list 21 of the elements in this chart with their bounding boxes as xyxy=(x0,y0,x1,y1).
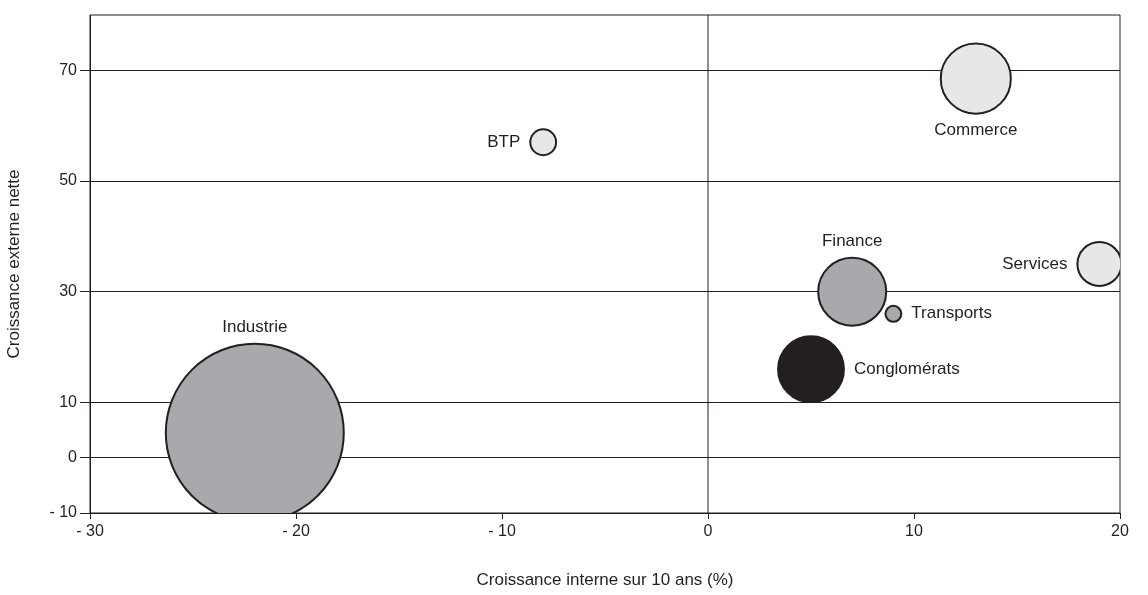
series-label: Industrie xyxy=(222,316,288,336)
series-label: Conglomérats xyxy=(853,358,960,378)
x-tick-label: - 30 xyxy=(76,522,104,540)
series-label: Transports xyxy=(911,303,992,323)
series-label: Commerce xyxy=(934,119,1018,139)
y-tick-label: 0 xyxy=(68,448,78,466)
x-tick-label: 10 xyxy=(905,522,923,540)
x-tick-label: - 10 xyxy=(488,522,516,540)
y-tick-label: 70 xyxy=(59,60,78,78)
y-tick-label: - 10 xyxy=(49,503,78,521)
x-tick-label: - 20 xyxy=(282,522,310,540)
x-tick-label: 20 xyxy=(1111,522,1129,540)
x-tick-label: 0 xyxy=(703,522,713,540)
y-tick-label: 30 xyxy=(59,282,78,300)
series-label: Finance xyxy=(821,230,883,250)
y-tick-label: 50 xyxy=(59,171,78,189)
x-axis-title: Croissance interne sur 10 ans (%) xyxy=(476,570,734,590)
series-label: BTP xyxy=(487,131,521,151)
y-axis-title: Croissance externe nette xyxy=(3,169,23,359)
series-label: Services xyxy=(1002,253,1068,273)
y-tick-label: 10 xyxy=(59,392,78,410)
